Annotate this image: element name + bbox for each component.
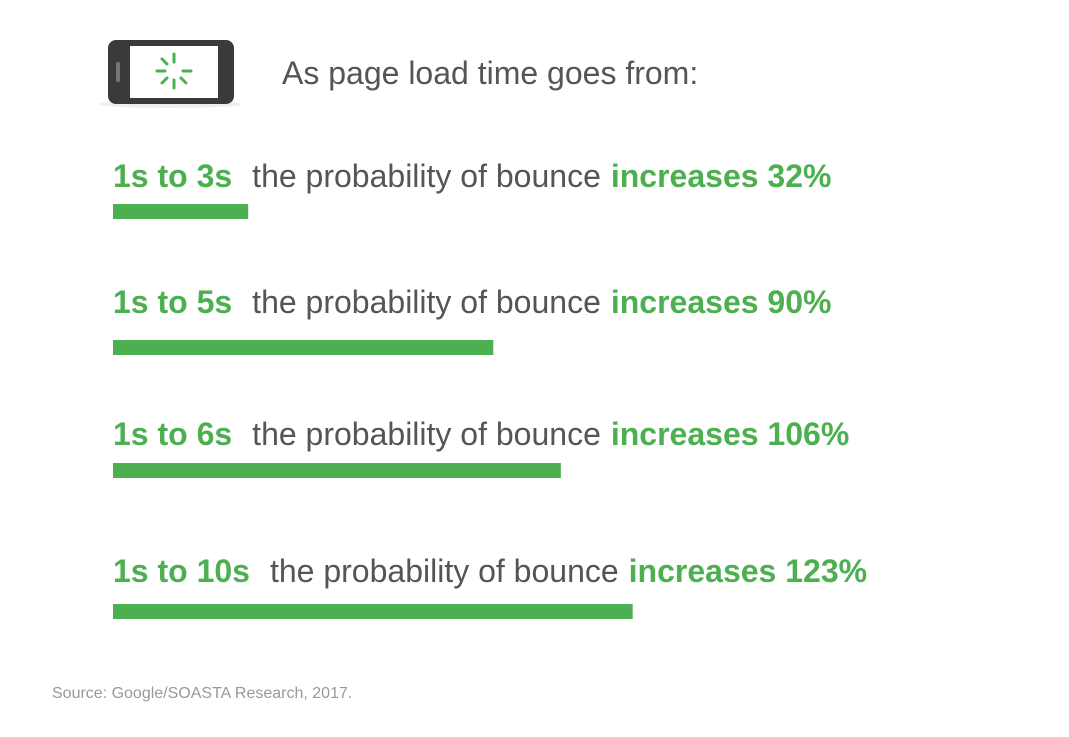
value-label: increases 32% [611, 158, 832, 194]
chart-title: As page load time goes from: [282, 55, 698, 91]
bar [113, 204, 249, 219]
category-label: 1s to 10s [113, 553, 250, 589]
phrase: the probability of bounce [252, 158, 601, 194]
phrase: the probability of bounce [252, 284, 601, 320]
source: Source: Google/SOASTA Research, 2017. [52, 685, 352, 702]
value-label: increases 90% [611, 284, 832, 320]
row-label: 1s to 5s the probability of bounce increas… [113, 284, 831, 320]
phrase: the probability of bounce [252, 416, 601, 452]
row-label: 1s to 6s the probability of bounce increas… [113, 416, 849, 452]
phone-icon [98, 40, 242, 108]
bar [113, 340, 494, 355]
value-label: increases 123% [629, 553, 867, 589]
row-label: 1s to 10s the probability of bounce increa… [113, 553, 867, 589]
bar [113, 463, 561, 478]
category-label: 1s to 5s [113, 284, 232, 320]
value-label: increases 106% [611, 416, 849, 452]
phrase: the probability of bounce [270, 553, 619, 589]
category-label: 1s to 6s [113, 416, 232, 452]
category-label: 1s to 3s [113, 158, 232, 194]
row-label: 1s to 3s the probability of bounce increas… [113, 158, 831, 194]
bar [113, 604, 633, 619]
